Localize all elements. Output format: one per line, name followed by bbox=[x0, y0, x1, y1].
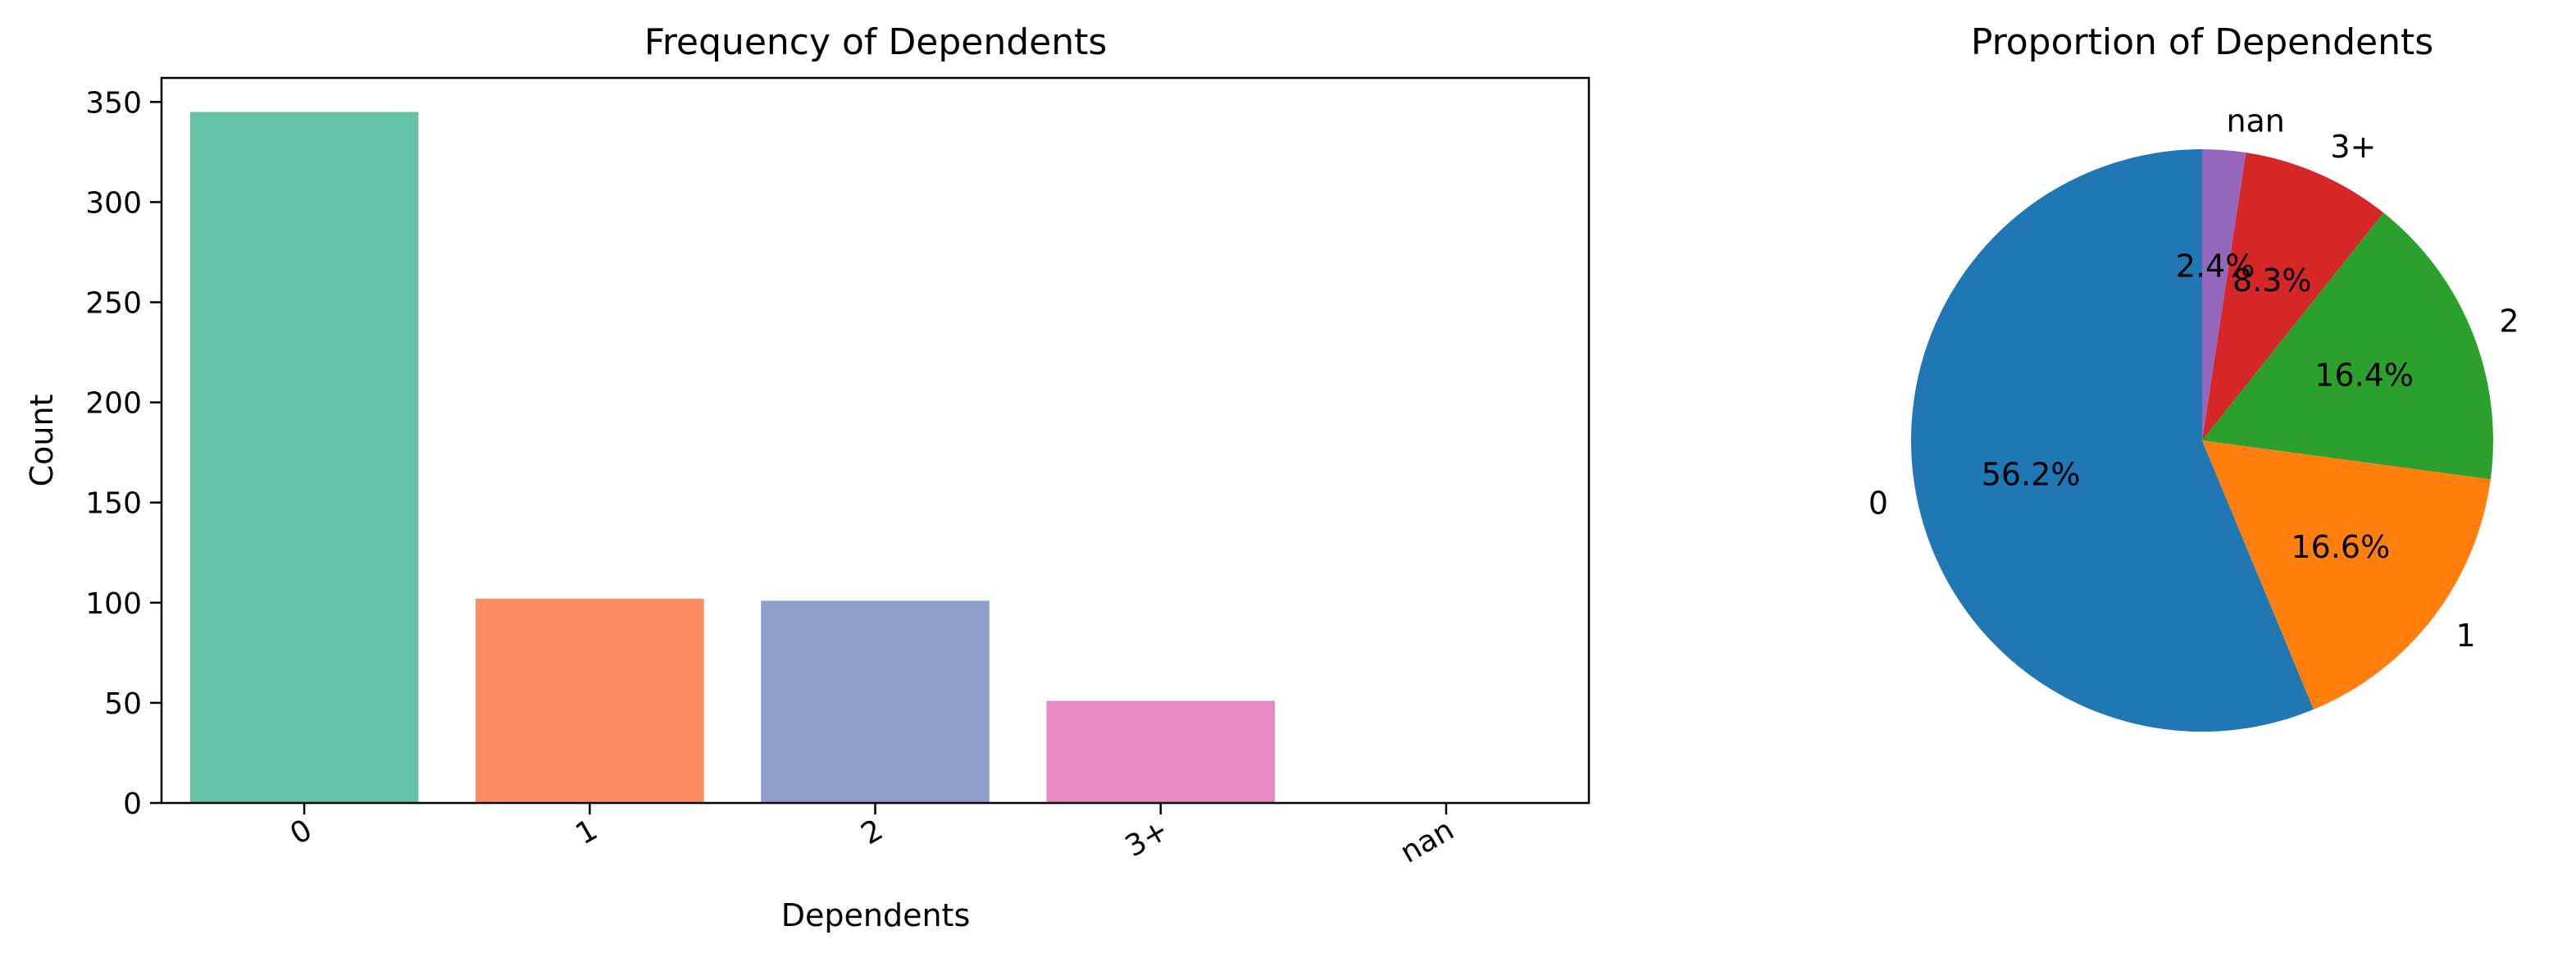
y-tick-label: 300 bbox=[85, 186, 142, 220]
x-tick-label: 3+ bbox=[1120, 813, 1174, 864]
bar-chart-title: Frequency of Dependents bbox=[644, 21, 1108, 63]
bar-marks bbox=[189, 112, 1275, 804]
y-tick-label: 150 bbox=[85, 487, 142, 521]
pie-slices bbox=[1911, 149, 2494, 732]
x-tick-label: 2 bbox=[856, 813, 889, 851]
pie-slice-0 bbox=[1911, 149, 2314, 732]
pie-chart: Proportion of Dependents 0 56.2% 1 16.6% 2 16… bbox=[1868, 21, 2519, 732]
pie-labels: 0 56.2% 1 16.6% 2 16.4% 3+ 8.3% nan 2.4% bbox=[1868, 103, 2519, 654]
pie-category-label: 0 bbox=[1868, 485, 1888, 521]
bar-x-axis: 0 1 2 3+ nan bbox=[284, 803, 1459, 870]
pie-category-label: 2 bbox=[2499, 303, 2519, 339]
bar-2 bbox=[761, 600, 990, 803]
pie-slice-2 bbox=[2202, 212, 2494, 480]
pie-percent-label: 2.4% bbox=[2176, 249, 2255, 285]
x-tick-label: 1 bbox=[570, 813, 603, 851]
bar-0 bbox=[189, 112, 419, 804]
pie-slice-3plus bbox=[2202, 153, 2384, 440]
y-tick-label: 100 bbox=[85, 587, 142, 621]
pie-percent-label: 8.3% bbox=[2232, 262, 2312, 299]
bar-1 bbox=[476, 598, 704, 803]
pie-slice-1 bbox=[2202, 440, 2491, 709]
pie-category-label: nan bbox=[2226, 103, 2284, 139]
x-tick-label: 0 bbox=[284, 813, 317, 851]
bar-chart: Frequency of Dependents 0 50 100 150 200 250 3… bbox=[24, 21, 1591, 933]
pie-chart-title: Proportion of Dependents bbox=[1971, 21, 2433, 63]
y-tick-label: 250 bbox=[85, 287, 142, 321]
pie-slice-nan bbox=[2202, 149, 2246, 440]
pie-percent-label: 16.4% bbox=[2314, 358, 2414, 394]
y-tick-label: 50 bbox=[104, 687, 142, 721]
y-tick-label: 0 bbox=[123, 787, 142, 821]
bar-3plus bbox=[1046, 700, 1275, 803]
x-tick-label: nan bbox=[1395, 813, 1459, 869]
bar-x-axis-label: Dependents bbox=[781, 897, 971, 933]
y-tick-label: 200 bbox=[85, 387, 142, 421]
pie-percent-label: 56.2% bbox=[1982, 457, 2081, 493]
pie-category-label: 3+ bbox=[2330, 129, 2376, 165]
pie-percent-label: 16.6% bbox=[2291, 529, 2390, 565]
y-tick-label: 350 bbox=[85, 86, 142, 120]
bar-y-axis-label: Count bbox=[24, 395, 60, 487]
bar-y-axis: 0 50 100 150 200 250 300 350 bbox=[85, 86, 162, 821]
pie-category-label: 1 bbox=[2456, 618, 2476, 654]
